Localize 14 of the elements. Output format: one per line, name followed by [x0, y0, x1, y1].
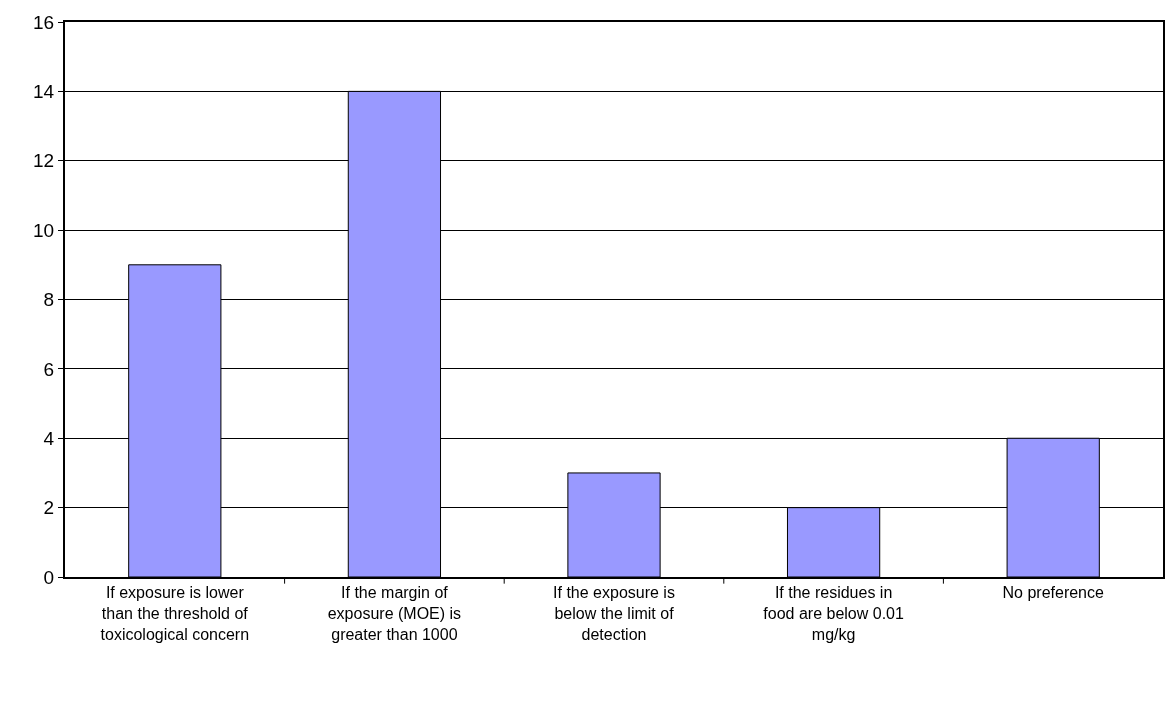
- y-tick-label: 2: [43, 497, 55, 519]
- x-tick-label: If the residues in food are below 0.01 mg/kg: [763, 584, 904, 643]
- y-tick-label: 10: [33, 219, 55, 241]
- x-tick-label: If exposure is lower than the threshold of toxicological concern: [100, 584, 250, 643]
- y-tick-label: 0: [43, 566, 55, 588]
- y-tick-label: 14: [33, 81, 55, 103]
- y-tick-label: 16: [33, 11, 55, 33]
- y-tick-label: 4: [43, 427, 55, 449]
- y-tick-label: 12: [33, 150, 55, 172]
- y-tick-label: 8: [43, 289, 55, 311]
- x-tick-label: No preference: [1002, 584, 1104, 602]
- y-tick-label: 6: [43, 358, 55, 380]
- x-tick-label: If the exposure is below the limit of detection: [553, 584, 675, 643]
- x-tick-label: If the margin of exposure (MOE) is greater than 1000: [327, 584, 462, 643]
